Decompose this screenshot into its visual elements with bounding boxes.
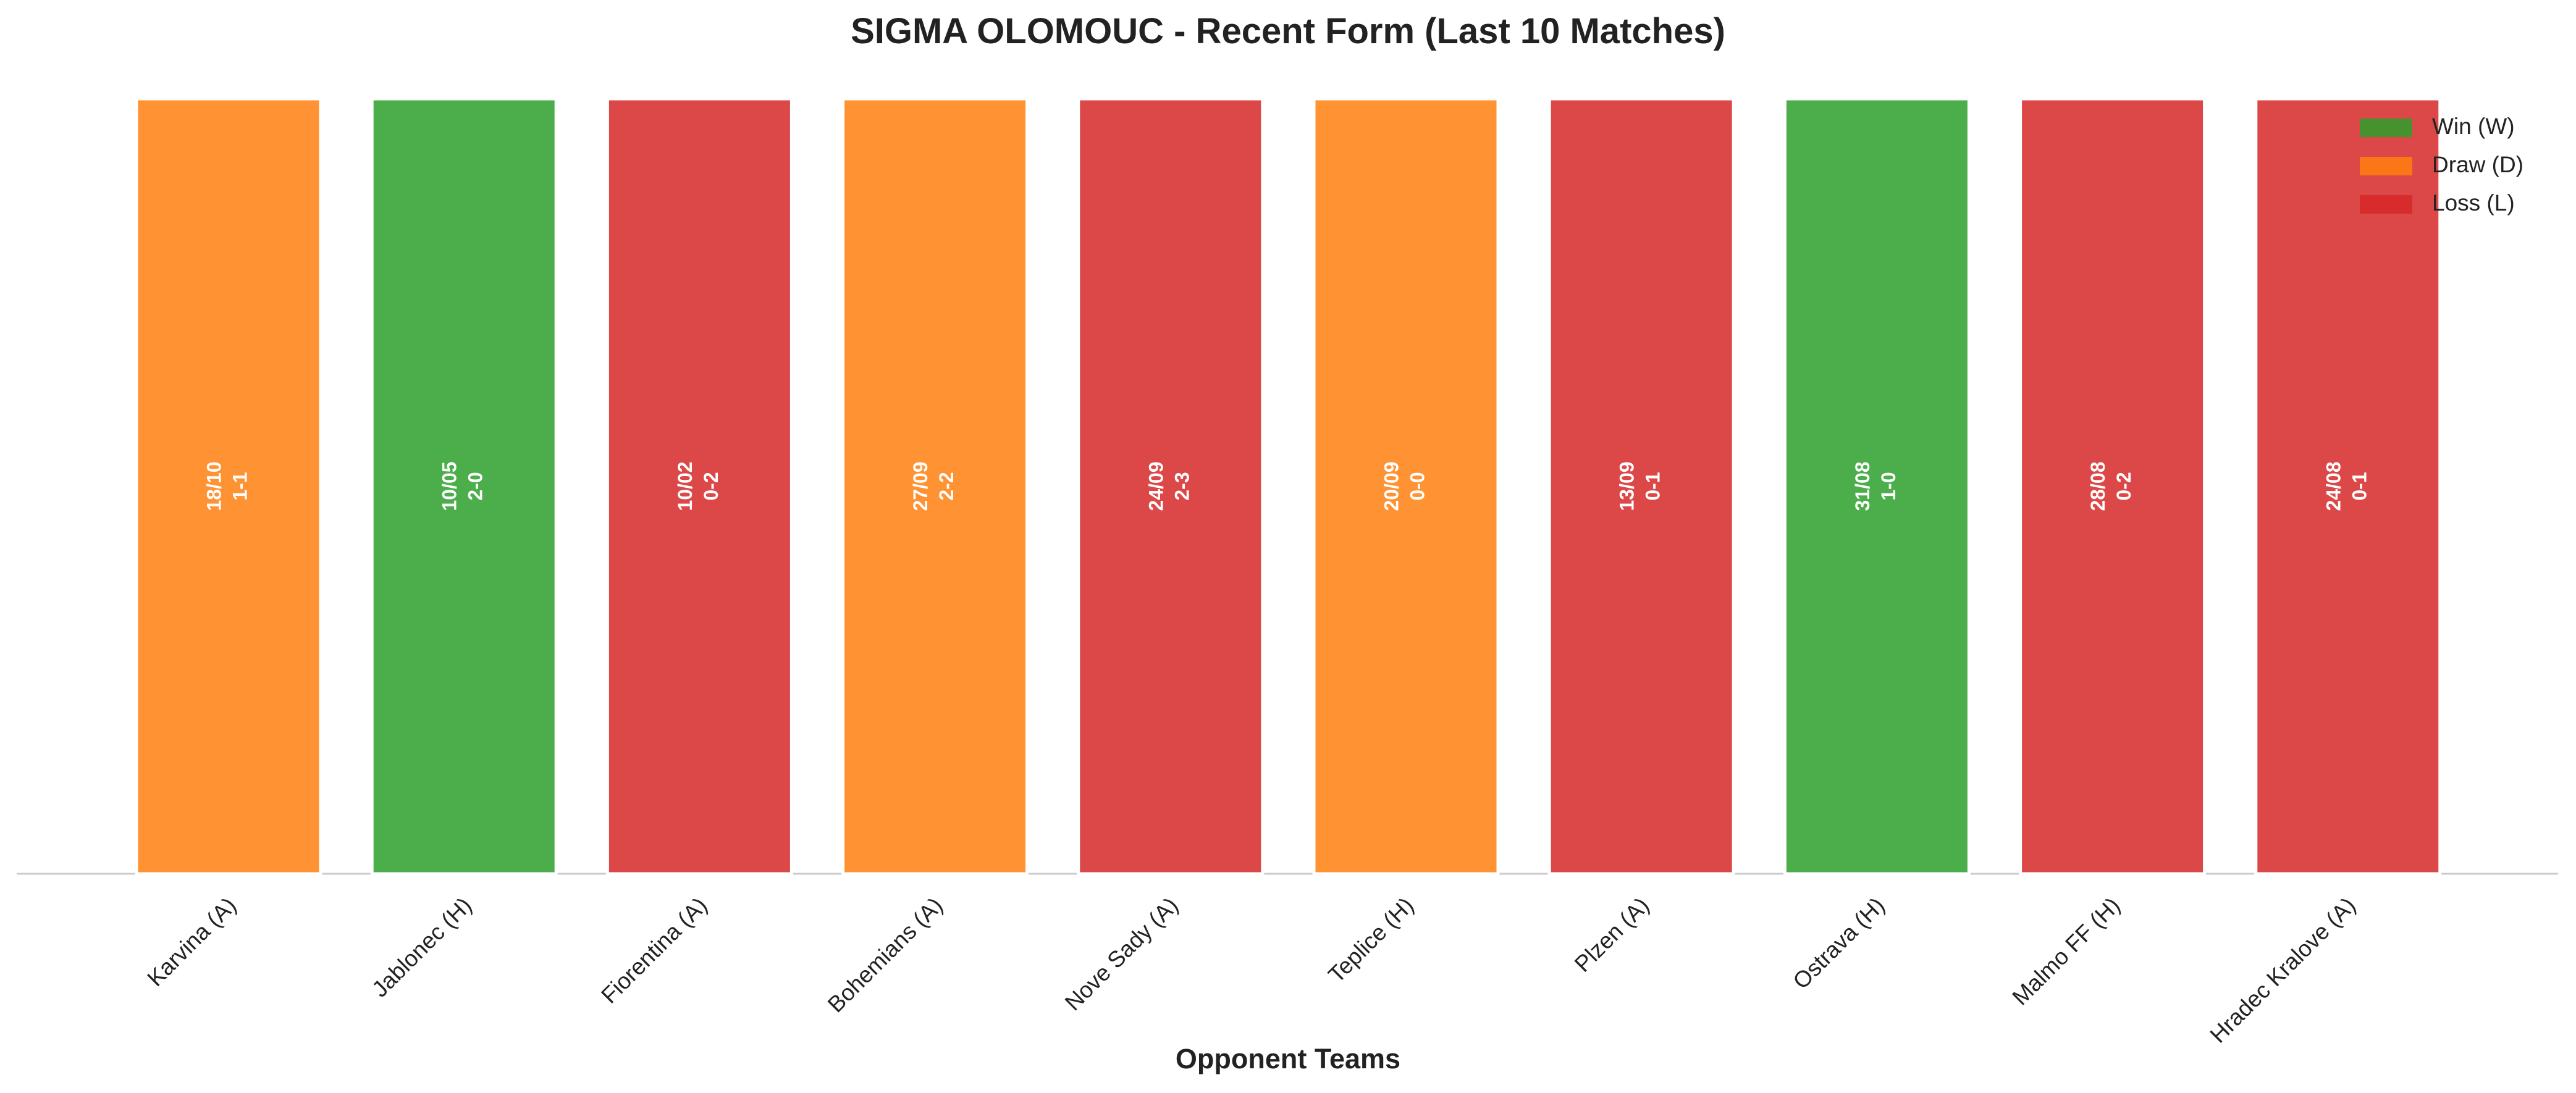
x-tick-label: Malmo FF (H) bbox=[2008, 892, 2125, 1010]
bar-label: 0-1 bbox=[2348, 472, 2370, 500]
bar-label: 24/09 bbox=[1145, 461, 1167, 511]
x-axis-label: Opponent Teams bbox=[1176, 1043, 1400, 1074]
bar bbox=[1312, 97, 1500, 876]
bar-label: 28/08 bbox=[2087, 461, 2109, 511]
bar bbox=[2019, 97, 2207, 876]
bar bbox=[1547, 97, 1735, 876]
legend-label: Win (W) bbox=[2432, 114, 2515, 139]
bar bbox=[841, 97, 1029, 876]
legend-label: Loss (L) bbox=[2432, 190, 2515, 216]
bar-label: 0-2 bbox=[2113, 472, 2135, 500]
x-tick-label: Ostrava (H) bbox=[1788, 892, 1890, 994]
x-tick-label: Fiorentina (A) bbox=[596, 892, 712, 1008]
x-tick-label: Jablonec (H) bbox=[367, 892, 476, 1002]
bar-label: 1-1 bbox=[229, 472, 251, 500]
x-tick-label: Hradec Kralove (A) bbox=[2205, 892, 2360, 1047]
bar-label: 13/09 bbox=[1616, 461, 1638, 511]
x-tick-label: Karvina (A) bbox=[142, 892, 241, 991]
bar-label: 20/09 bbox=[1380, 461, 1402, 511]
bar-label: 27/09 bbox=[909, 461, 932, 511]
bar bbox=[2254, 97, 2442, 876]
x-tick-label: Plzen (A) bbox=[1570, 892, 1654, 977]
bar-label: 0-1 bbox=[1642, 472, 1664, 500]
bar-label: 0-2 bbox=[700, 472, 722, 500]
bar-label: 10/02 bbox=[674, 461, 696, 511]
bar bbox=[1783, 97, 1971, 876]
legend-swatch bbox=[2360, 157, 2412, 175]
bar bbox=[370, 97, 558, 876]
bar-label: 10/05 bbox=[439, 461, 461, 511]
legend-swatch bbox=[2360, 195, 2412, 214]
bar-label: 2-3 bbox=[1171, 472, 1193, 500]
bar-label: 2-2 bbox=[935, 472, 958, 500]
bar-label: 24/08 bbox=[2322, 461, 2344, 511]
bar-label: 1-0 bbox=[1877, 472, 1900, 500]
bar bbox=[135, 97, 322, 876]
legend-swatch bbox=[2360, 119, 2412, 137]
x-tick-label: Teplice (H) bbox=[1323, 892, 1418, 987]
bar-label: 2-0 bbox=[465, 472, 487, 500]
x-tick-label: Nove Sady (A) bbox=[1060, 892, 1183, 1015]
bar-label: 31/08 bbox=[1851, 461, 1874, 511]
legend-label: Draw (D) bbox=[2432, 152, 2523, 177]
bar-label: 0-0 bbox=[1406, 472, 1428, 500]
x-tick-label: Bohemians (A) bbox=[823, 892, 948, 1017]
bar bbox=[605, 97, 793, 876]
bar-label: 18/10 bbox=[203, 461, 225, 511]
chart-title: SIGMA OLOMOUC - Recent Form (Last 10 Mat… bbox=[851, 11, 1725, 51]
bar bbox=[1077, 97, 1265, 876]
